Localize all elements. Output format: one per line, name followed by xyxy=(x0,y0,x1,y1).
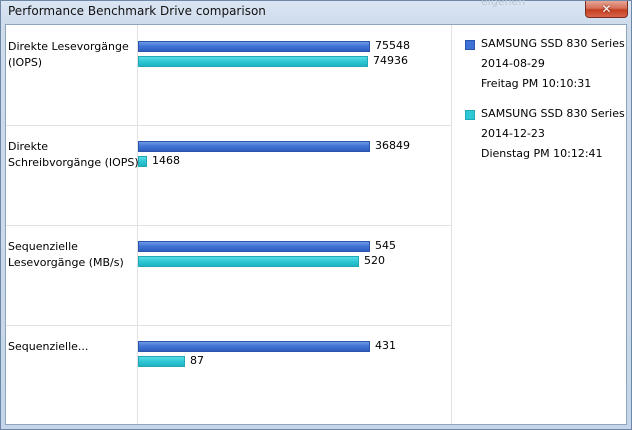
legend-swatch xyxy=(465,40,475,50)
chart-area: SAMSUNG SSD 830 Series 2014-08-29 Freitag … xyxy=(5,24,627,425)
legend-name: SAMSUNG SSD 830 Series xyxy=(481,37,625,50)
bar-series-2 xyxy=(138,156,147,167)
row-separator xyxy=(6,325,451,326)
category-label: Direkte Schreibvorgänge (IOPS) xyxy=(8,140,139,169)
legend-name: SAMSUNG SSD 830 Series xyxy=(481,107,625,120)
legend-time: Freitag PM 10:10:31 xyxy=(481,77,592,90)
legend-time: Dienstag PM 10:12:41 xyxy=(481,147,603,160)
category-label: Sequenzielle... xyxy=(8,340,89,353)
row-separator xyxy=(6,225,451,226)
bar-series-2 xyxy=(138,356,185,367)
bar-value-label: 36849 xyxy=(375,139,410,152)
category-label-column xyxy=(6,25,138,424)
category-label: Direkte Lesevorgänge (IOPS) xyxy=(8,40,129,69)
bar-value-label: 1468 xyxy=(152,154,180,167)
bar-value-label: 87 xyxy=(190,354,204,367)
background-text: eigenen xyxy=(481,0,526,8)
bar-value-label: 74936 xyxy=(373,54,408,67)
bar-series-1 xyxy=(138,241,370,252)
bar-value-label: 545 xyxy=(375,239,396,252)
close-button[interactable]: ✕ xyxy=(585,1,628,18)
bar-series-1 xyxy=(138,41,370,52)
legend: SAMSUNG SSD 830 Series 2014-08-29 Freitag … xyxy=(451,25,627,424)
bar-value-label: 431 xyxy=(375,339,396,352)
close-icon: ✕ xyxy=(601,2,612,16)
bar-series-1 xyxy=(138,141,370,152)
bar-series-1 xyxy=(138,341,370,352)
title-bar[interactable]: eigenen Performance Benchmark Drive comp… xyxy=(1,0,631,23)
category-label: Sequenzielle Lesevorgänge (MB/s) xyxy=(8,240,124,269)
bar-series-2 xyxy=(138,56,368,67)
legend-date: 2014-12-23 xyxy=(481,127,545,140)
bar-value-label: 520 xyxy=(364,254,385,267)
window-title: Performance Benchmark Drive comparison xyxy=(8,4,266,18)
bar-series-2 xyxy=(138,256,359,267)
row-separator xyxy=(6,125,451,126)
legend-date: 2014-08-29 xyxy=(481,57,545,70)
bar-value-label: 75548 xyxy=(375,39,410,52)
legend-swatch xyxy=(465,110,475,120)
